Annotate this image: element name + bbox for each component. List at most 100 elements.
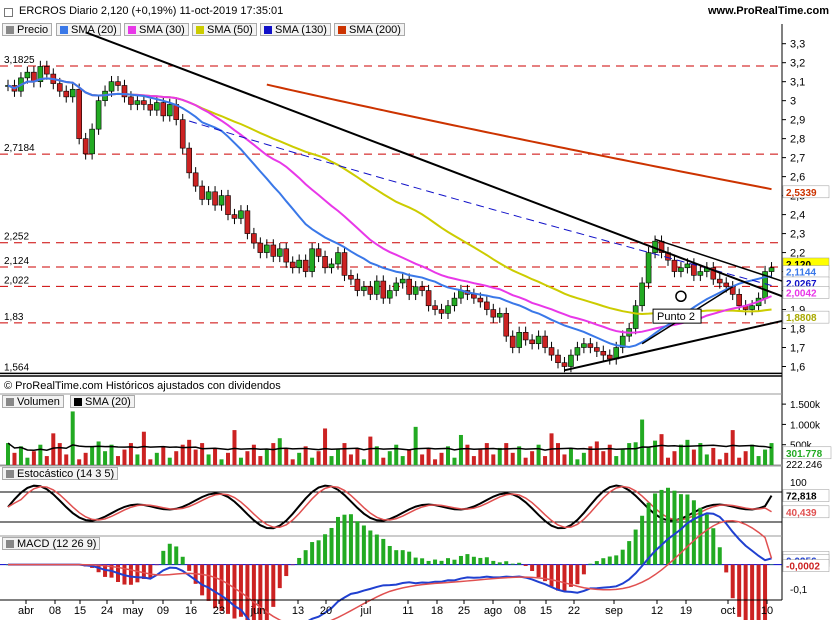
macd-badge-label: -0,0002 [786,562,820,573]
candle-body [438,309,445,314]
price-legend-item[interactable]: SMA (130) [260,23,331,36]
macd-histogram-bar [381,538,386,565]
price-legend-item[interactable]: Precio [2,23,53,36]
axis-tick-label: 3,1 [790,77,805,89]
macd-histogram-bar [342,514,347,565]
macd-histogram-bar [297,557,302,565]
macd-histogram-bar [394,550,399,565]
candle-body [63,90,70,98]
volume-legend-item[interactable]: Volumen [2,395,64,408]
chart-title: ERCROS Diario 2,120 (+0,19%) 11-oct-2019… [19,5,284,17]
candle-body [82,138,89,155]
volume-bar [348,454,353,465]
candle-body [522,332,529,341]
macd-histogram-bar [627,541,632,565]
candle-body [186,147,192,174]
volume-bar [77,459,82,465]
macd-histogram-bar [594,561,599,565]
macd-histogram-bar [374,534,379,565]
macd-histogram-bar [290,564,295,566]
candle-body [141,100,147,105]
price-badge-label: 1,8808 [786,313,817,324]
macd-histogram-bar [284,564,289,577]
candle-body [691,263,697,276]
sma200-line [266,83,772,191]
stochastic-legend-item[interactable]: Estocástico (14 3 5) [2,467,119,480]
macd-legend-item[interactable]: MACD (12 26 9) [2,537,101,550]
volume-legend-item[interactable]: SMA (20) [70,395,135,408]
macd-legend: MACD (12 26 9) [2,537,202,551]
macd-histogram-bar [200,564,205,596]
candle-body [548,347,555,356]
x-tick-label: oct [721,605,736,617]
candle-body [289,261,296,269]
volume-bar [374,446,379,465]
volume-bar [57,443,62,465]
candle-body [212,191,218,206]
price-legend-item[interactable]: SMA (50) [192,23,257,36]
brand-label: www.ProRealTime.com [707,5,829,17]
macd-histogram-bar [174,546,179,565]
volume-bar [581,452,586,465]
legend-swatch [6,470,14,478]
volume-bar [588,446,593,465]
stoch-badge-label: 72,818 [786,492,817,503]
volume-badge-label: 301.778 [786,449,823,460]
macd-histogram-bar [154,564,159,566]
x-tick-label: jul [359,605,371,617]
price-legend-item[interactable]: SMA (200) [334,23,405,36]
macd-histogram-bar [355,521,360,565]
macd-histogram-bar [517,562,522,565]
candle-body [341,252,348,276]
legend-label: Precio [17,24,49,36]
close-icon[interactable] [4,8,13,17]
macd-histogram-bar [400,550,405,565]
candle-body [432,305,438,310]
candle-body [309,248,315,272]
candle-body [639,282,645,307]
volume-bar [180,444,185,465]
stoch-badge [782,489,830,502]
candle-body [257,242,264,253]
macd-signal-line [8,520,773,620]
x-tick-label: 22 [568,605,580,617]
stoch-d-line [7,485,772,529]
macd-histogram-bar [536,564,541,578]
x-tick-label: 15 [74,605,86,617]
candle-body [587,343,594,348]
candle-body [697,271,704,276]
macd-line [8,512,772,620]
candle-body [606,354,613,360]
macd-histogram-bar [368,530,373,565]
volume-bar [25,457,30,465]
volume-bar [135,454,140,465]
macd-histogram-bar [471,556,476,565]
macd-histogram-bar [148,564,153,579]
macd-histogram-bar [420,558,425,565]
candle-body [749,305,755,310]
macd-histogram-bar [691,500,696,565]
candle-body [154,102,160,111]
candle-body [542,335,548,348]
candle-body [386,290,393,299]
price-legend-item[interactable]: SMA (30) [124,23,189,36]
candle-body [716,278,723,284]
macd-histogram-bar [711,528,716,565]
volume-bar [640,419,645,465]
volume-bar [154,452,159,465]
level-label: 3,1825 [4,55,35,66]
volume-bar [446,446,450,465]
volume-bar [206,454,211,465]
macd-histogram-bar [666,487,670,565]
axis-tick-label: 2,7 [790,153,805,165]
candle-body [736,294,742,307]
volume-bar [568,447,573,465]
volume-bar [44,456,49,465]
volume-bar [769,443,774,465]
volume-bar [51,433,56,465]
price-legend-item[interactable]: SMA (20) [56,23,121,36]
title-bar: ERCROS Diario 2,120 (+0,19%) 11-oct-2019… [0,0,835,24]
candle-body [574,347,581,356]
macd-histogram-bar [497,562,502,565]
volume-bar [290,459,295,465]
